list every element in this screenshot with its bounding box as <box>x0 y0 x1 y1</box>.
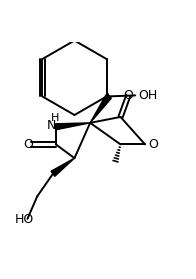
Polygon shape <box>51 158 74 176</box>
Text: HO: HO <box>15 213 34 226</box>
Polygon shape <box>90 95 111 123</box>
Polygon shape <box>55 123 90 130</box>
Text: O: O <box>148 138 158 151</box>
Text: O: O <box>23 138 33 151</box>
Text: OH: OH <box>138 89 157 102</box>
Text: O: O <box>123 89 133 102</box>
Text: N: N <box>46 119 56 132</box>
Text: H: H <box>51 113 59 123</box>
